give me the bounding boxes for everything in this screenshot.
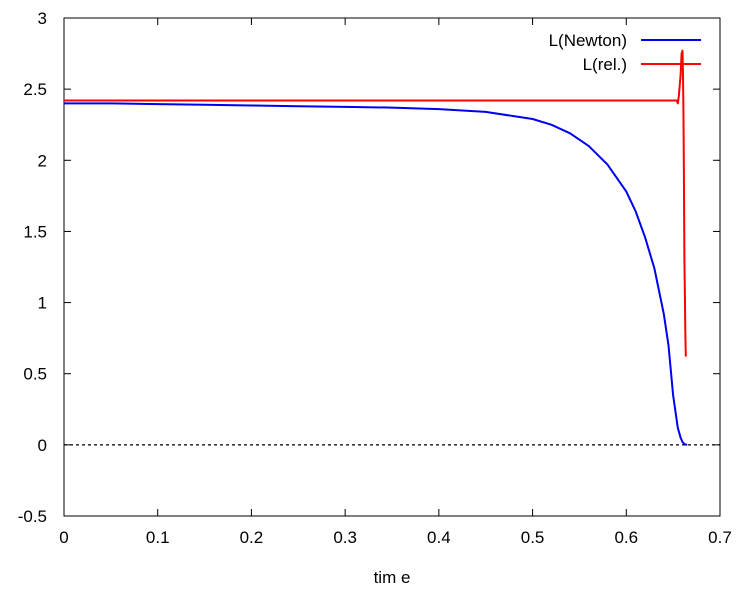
x-tick-label: 0.6 [614,528,638,547]
x-tick-label: 0.2 [240,528,264,547]
x-tick-label: 0.7 [708,528,732,547]
series-line-rel [64,49,687,357]
series-line-newton [64,102,688,446]
legend-label-rel: L(rel.) [583,55,627,74]
legend: L(Newton) L(rel.) [549,31,701,74]
y-tick-label: 3 [38,9,47,28]
y-tick-label: 1.5 [23,222,47,241]
series-lines [64,49,688,446]
y-tick-label: -0.5 [18,507,47,526]
x-tick-label: 0.5 [521,528,545,547]
y-tick-label: 1 [38,294,47,313]
y-tick-label: 0 [38,436,47,455]
legend-label-newton: L(Newton) [549,31,627,50]
y-tick-label: 0.5 [23,365,47,384]
x-tick-label: 0 [59,528,68,547]
y-tick-label: 2 [38,151,47,170]
x-axis-label: tim e [374,568,411,587]
plot-frame [63,17,721,517]
y-tick-label: 2.5 [23,80,47,99]
x-tick-label: 0.1 [146,528,170,547]
x-tick-label: 0.4 [427,528,451,547]
plot-border [63,17,721,517]
x-tick-label: 0.3 [333,528,357,547]
x-axis-ticks: 0 0.1 0.2 0.3 0.4 0.5 0.6 0.7 [59,18,732,547]
y-axis-ticks: -0.5 0 0.5 1 1.5 2 2.5 3 [18,9,720,526]
